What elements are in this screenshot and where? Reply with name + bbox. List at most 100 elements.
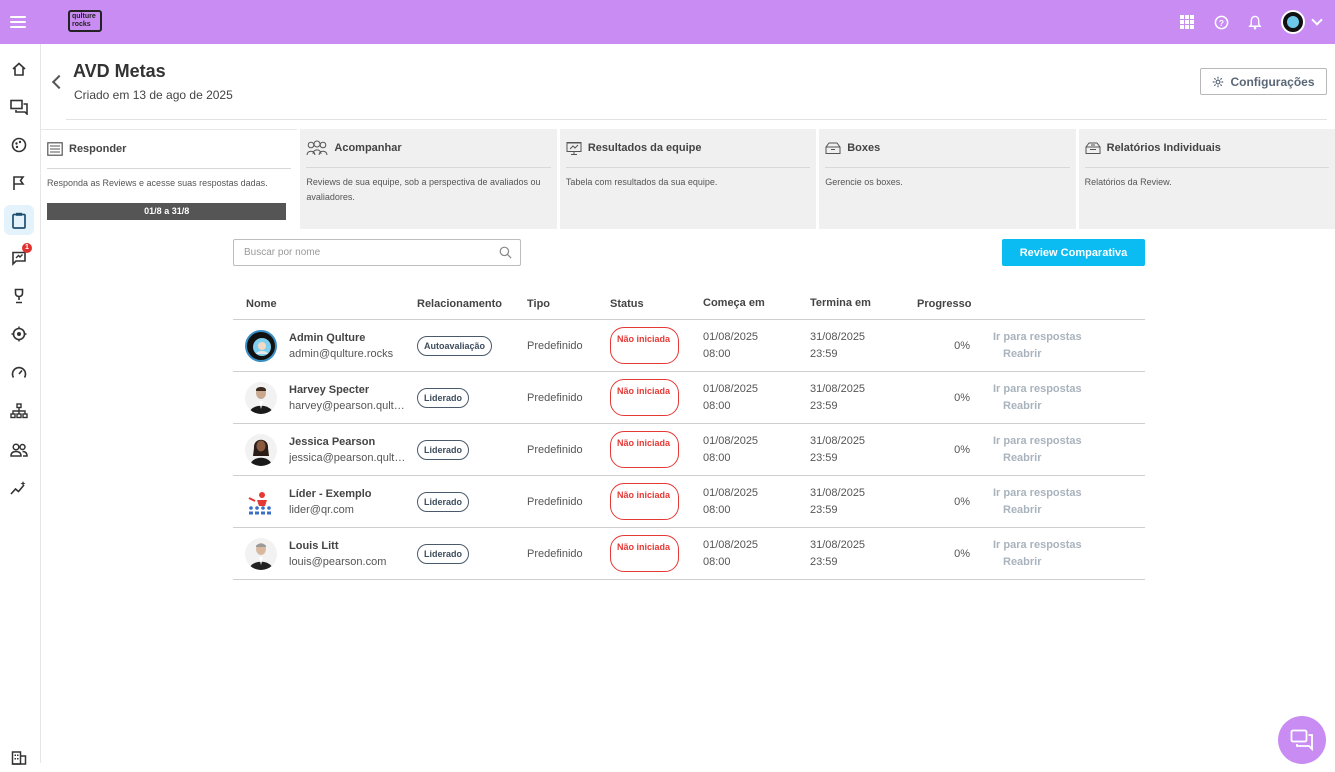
- end-time: 23:59: [810, 347, 838, 360]
- progress-value: 0%: [954, 391, 970, 404]
- review-tabs: Responder Responda as Reviews e acesse s…: [41, 129, 1335, 229]
- tab-label: Resultados da equipe: [587, 142, 702, 154]
- list-icon: [47, 142, 63, 156]
- user-avatar[interactable]: [1281, 10, 1305, 34]
- table-row: Harvey Specter harvey@pearson.qult… Lide…: [233, 372, 1145, 424]
- gear-icon: [1213, 76, 1224, 87]
- table-row: Admin Qulture admin@qulture.rocks Autoav…: [233, 320, 1145, 372]
- page-title: AVD Metas: [73, 61, 166, 81]
- hamburger-menu-icon[interactable]: [10, 12, 26, 32]
- status-badge: Não iniciada: [610, 483, 679, 520]
- end-date: 31/08/2025: [810, 330, 866, 343]
- table-row: Líder - Exemplo lider@qr.com Liderado Pr…: [233, 476, 1145, 528]
- tab-boxes[interactable]: Boxes Gerencie os boxes.: [819, 129, 1076, 229]
- header-comeca-em[interactable]: Começa em: [703, 297, 765, 309]
- page-header: AVD Metas Criado em 13 de ago de 2025 Co…: [41, 44, 1335, 128]
- apps-grid-icon[interactable]: [1179, 14, 1195, 30]
- start-date: 01/08/2025: [703, 382, 759, 395]
- start-time: 08:00: [703, 503, 731, 516]
- start-time: 08:00: [703, 555, 731, 568]
- tab-description: Relatórios da Review.: [1084, 177, 1172, 187]
- go-to-answers-link[interactable]: Ir para respostas: [993, 434, 1082, 447]
- start-date: 01/08/2025: [703, 434, 759, 447]
- search-input[interactable]: [234, 240, 474, 265]
- search-icon[interactable]: [499, 246, 512, 259]
- org-chart-icon[interactable]: [4, 396, 34, 426]
- tab-label: Boxes: [847, 142, 881, 154]
- end-date: 31/08/2025: [810, 382, 866, 395]
- reviews-table: Nome Relacionamento Tipo Status Começa e…: [233, 288, 1145, 580]
- start-date: 01/08/2025: [703, 486, 759, 499]
- person-name: Jessica Pearson: [289, 435, 376, 448]
- person-email: admin@qulture.rocks: [289, 347, 394, 360]
- reopen-link[interactable]: Reabrir: [1003, 451, 1042, 464]
- reviews-clipboard-icon[interactable]: [4, 205, 34, 235]
- avatar: [245, 485, 277, 518]
- settings-button[interactable]: Configurações: [1200, 68, 1327, 95]
- avatar: [245, 537, 277, 570]
- home-icon[interactable]: [4, 54, 34, 84]
- settings-button-label: Configurações: [1230, 74, 1315, 89]
- analytics-sparkle-icon[interactable]: [4, 473, 34, 503]
- reopen-link[interactable]: Reabrir: [1003, 555, 1042, 568]
- page-subtitle: Criado em 13 de ago de 2025: [74, 88, 233, 102]
- header-nome[interactable]: Nome: [246, 297, 277, 310]
- svg-text:?: ?: [1218, 17, 1223, 27]
- person-email: harvey@pearson.qult…: [289, 399, 405, 412]
- end-date: 31/08/2025: [810, 486, 866, 499]
- app-logo[interactable]: qulture rocks: [68, 10, 102, 32]
- box-icon: [825, 142, 841, 154]
- relationship-badge: Liderado: [417, 491, 470, 512]
- end-time: 23:59: [810, 503, 838, 516]
- reopen-link[interactable]: Reabrir: [1003, 347, 1042, 360]
- palette-icon[interactable]: [4, 130, 34, 160]
- review-comparativa-button[interactable]: Review Comparativa: [1002, 239, 1145, 266]
- type-cell: Predefinido: [527, 339, 583, 352]
- relationship-badge: Liderado: [417, 543, 470, 564]
- tab-acompanhar[interactable]: Acompanhar Reviews de sua equipe, sob a …: [300, 129, 557, 229]
- end-time: 23:59: [810, 555, 838, 568]
- trophy-icon[interactable]: [4, 281, 34, 311]
- tab-description: Gerencie os boxes.: [825, 177, 903, 187]
- end-time: 23:59: [810, 399, 838, 412]
- type-cell: Predefinido: [527, 391, 583, 404]
- go-to-answers-link[interactable]: Ir para respostas: [993, 486, 1082, 499]
- header-progresso[interactable]: Progresso: [917, 297, 972, 310]
- help-icon[interactable]: ?: [1213, 14, 1229, 30]
- type-cell: Predefinido: [527, 443, 583, 456]
- header-termina-em[interactable]: Termina em: [810, 297, 871, 309]
- avatar: [245, 433, 277, 466]
- flag-icon[interactable]: [4, 168, 34, 198]
- reopen-link[interactable]: Reabrir: [1003, 399, 1042, 412]
- people-icon[interactable]: [4, 435, 34, 465]
- chevron-down-icon[interactable]: [1311, 14, 1323, 26]
- status-badge: Não iniciada: [610, 535, 679, 572]
- start-time: 08:00: [703, 399, 731, 412]
- go-to-answers-link[interactable]: Ir para respostas: [993, 330, 1082, 343]
- end-date: 31/08/2025: [810, 434, 866, 447]
- table-header: Nome Relacionamento Tipo Status Começa e…: [233, 288, 1145, 320]
- header-tipo[interactable]: Tipo: [527, 297, 551, 310]
- company-building-icon[interactable]: [4, 742, 34, 772]
- search-box: [233, 239, 521, 266]
- header-status[interactable]: Status: [610, 297, 644, 310]
- surveys-icon[interactable]: 1: [4, 243, 34, 273]
- tab-responder[interactable]: Responder Responda as Reviews e acesse s…: [41, 129, 298, 229]
- notifications-bell-icon[interactable]: [1247, 14, 1263, 30]
- end-date: 31/08/2025: [810, 538, 866, 551]
- chat-support-button[interactable]: [1278, 716, 1326, 764]
- back-arrow-icon[interactable]: [51, 74, 67, 90]
- go-to-answers-link[interactable]: Ir para respostas: [993, 382, 1082, 395]
- target-icon[interactable]: [4, 319, 34, 349]
- start-date: 01/08/2025: [703, 330, 759, 343]
- reopen-link[interactable]: Reabrir: [1003, 503, 1042, 516]
- tab-resultados-equipe[interactable]: Resultados da equipe Tabela com resultad…: [559, 129, 817, 229]
- person-name: Louis Litt: [289, 539, 339, 552]
- go-to-answers-link[interactable]: Ir para respostas: [993, 538, 1082, 551]
- tab-relatorios-individuais[interactable]: Relatórios Individuais Relatórios da Rev…: [1078, 129, 1335, 229]
- status-badge: Não iniciada: [610, 327, 679, 364]
- feedback-chat-icon[interactable]: [4, 92, 34, 122]
- header-relacionamento[interactable]: Relacionamento: [417, 297, 502, 310]
- gauge-icon[interactable]: [4, 358, 34, 388]
- group-people-icon: [306, 140, 328, 156]
